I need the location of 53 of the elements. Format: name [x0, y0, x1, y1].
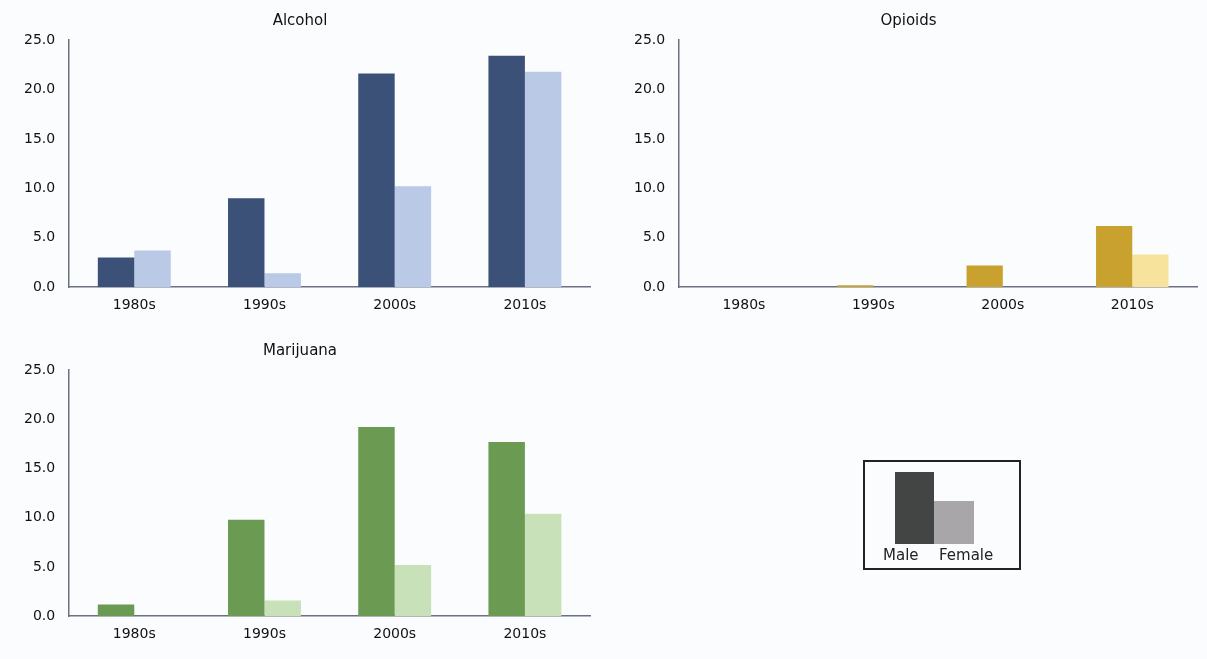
x-tick-label: 2000s	[373, 296, 417, 313]
bar	[264, 273, 301, 288]
y-tick-label: 25.0	[24, 360, 56, 377]
bar	[1132, 254, 1169, 288]
y-tick-label: 10.0	[24, 178, 56, 195]
bar	[228, 198, 265, 288]
y-tick-label: 15.0	[24, 129, 56, 146]
x-tick-label: 1990s	[243, 296, 286, 313]
bar	[394, 186, 432, 288]
bar	[488, 441, 525, 617]
chart-title: Opioids	[880, 10, 937, 29]
x-tick-label: 1980s	[112, 296, 156, 313]
bar	[97, 604, 135, 617]
y-tick-label: 5.0	[32, 228, 56, 245]
y-tick-label: 20.0	[634, 80, 666, 97]
x-tick-label: 1980s	[112, 625, 156, 642]
chart-title: Alcohol	[272, 10, 328, 29]
x-tick-label: 2010s	[1110, 296, 1154, 313]
y-tick-label: 25.0	[634, 30, 666, 47]
bar	[394, 564, 432, 617]
bar	[264, 600, 301, 617]
text: Female	[939, 546, 994, 564]
y-tick-label: 10.0	[24, 508, 56, 525]
y-tick-label: 15.0	[634, 129, 666, 146]
bar	[524, 513, 562, 617]
x-tick-label: 1990s	[851, 296, 895, 313]
y-tick-label: 5.0	[642, 228, 666, 245]
bar	[966, 265, 1003, 288]
y-tick-label: 0.0	[642, 277, 666, 294]
y-tick-label: 20.0	[24, 80, 56, 97]
x-tick-label: 2010s	[503, 625, 547, 642]
bar	[488, 55, 525, 288]
x-tick-label: 1980s	[722, 296, 766, 313]
bar	[524, 71, 562, 288]
x-tick-label: 2010s	[503, 296, 547, 313]
bar	[358, 73, 395, 288]
y-tick-label: 20.0	[24, 409, 56, 426]
y-tick-label: 5.0	[32, 557, 56, 574]
y-tick-label: 10.0	[634, 178, 666, 195]
text: Male	[883, 546, 919, 564]
bar	[228, 519, 265, 617]
bar	[1096, 225, 1133, 288]
x-tick-label: 1990s	[243, 625, 286, 642]
y-tick-label: 25.0	[24, 30, 56, 47]
bar	[134, 250, 171, 288]
x-tick-label: 2000s	[373, 625, 417, 642]
chart-title: Marijuana	[262, 340, 338, 359]
bar	[97, 257, 135, 288]
y-tick-label: 15.0	[24, 459, 56, 476]
bar	[358, 427, 395, 617]
y-tick-label: 0.0	[32, 606, 56, 623]
y-tick-label: 0.0	[32, 277, 56, 294]
x-tick-label: 2000s	[981, 296, 1025, 313]
